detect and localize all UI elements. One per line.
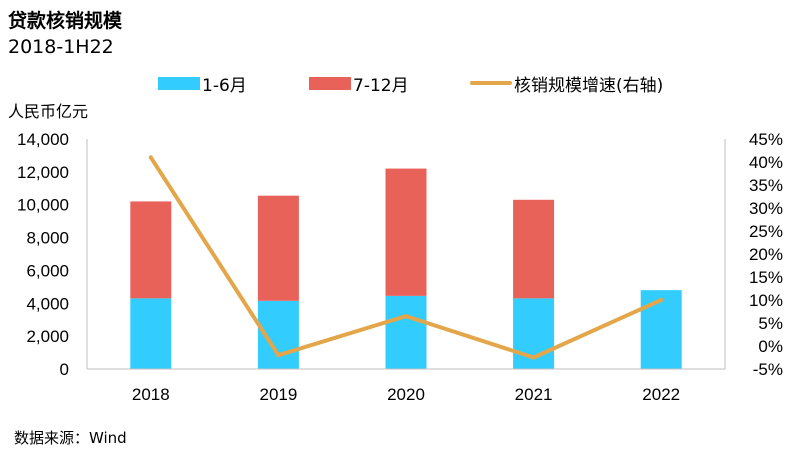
y-tick-label: 12,000: [17, 163, 69, 182]
growth-point: [531, 355, 536, 360]
bar-h1: [640, 290, 682, 369]
legend-label-growth: 核销规模增速(右轴): [514, 75, 664, 96]
chart-subtitle: 2018-1H22: [8, 36, 114, 58]
x-tick-label: 2018: [132, 385, 170, 404]
legend: 1-6月 7-12月 核销规模增速(右轴): [0, 72, 795, 96]
bar-h2: [513, 199, 555, 299]
x-tick-label: 2019: [259, 385, 297, 404]
y2-tick-label: 35%: [749, 176, 783, 195]
bar-h1: [385, 295, 427, 369]
chart-title: 贷款核销规模: [8, 10, 123, 32]
bar-h2: [257, 195, 299, 301]
bar-h1: [130, 298, 172, 369]
y-tick-label: 8,000: [26, 229, 69, 248]
y-tick-label: 4,000: [26, 294, 69, 313]
growth-point: [148, 155, 153, 160]
legend-item-growth: 核销规模增速(右轴): [470, 72, 664, 96]
y2-tick-label: 30%: [749, 199, 783, 218]
y2-tick-label: 5%: [758, 314, 783, 333]
legend-label-h2: 7-12月: [353, 75, 409, 96]
y-tick-label: 2,000: [26, 327, 69, 346]
legend-line-growth: [470, 81, 512, 85]
bar-h2: [130, 201, 172, 299]
legend-label-h1: 1-6月: [202, 75, 247, 96]
x-tick-label: 2020: [387, 385, 425, 404]
y-tick-label: 6,000: [26, 261, 69, 280]
y2-tick-label: 40%: [749, 153, 783, 172]
y2-tick-label: 45%: [749, 130, 783, 149]
x-tick-label: 2022: [642, 385, 680, 404]
legend-item-h1: 1-6月: [158, 72, 247, 96]
legend-swatch-h1: [158, 76, 200, 90]
y-tick-label: 10,000: [17, 196, 69, 215]
y2-tick-label: 0%: [758, 337, 783, 356]
y2-tick-label: -5%: [753, 360, 783, 379]
y2-tick-label: 15%: [749, 268, 783, 287]
bar-h2: [385, 168, 427, 296]
legend-item-h2: 7-12月: [309, 72, 409, 96]
x-tick-label: 2021: [515, 385, 553, 404]
legend-swatch-h2: [309, 76, 351, 90]
y-tick-label: 14,000: [17, 130, 69, 149]
y2-tick-label: 10%: [749, 291, 783, 310]
y2-tick-label: 25%: [749, 222, 783, 241]
source-note: 数据来源：Wind: [14, 429, 127, 447]
y-tick-label: 0: [60, 360, 69, 379]
growth-point: [659, 298, 664, 302]
y2-tick-label: 20%: [749, 245, 783, 264]
y-axis-unit-label: 人民币亿元: [8, 102, 89, 121]
growth-point: [404, 314, 408, 319]
growth-point: [276, 353, 281, 358]
